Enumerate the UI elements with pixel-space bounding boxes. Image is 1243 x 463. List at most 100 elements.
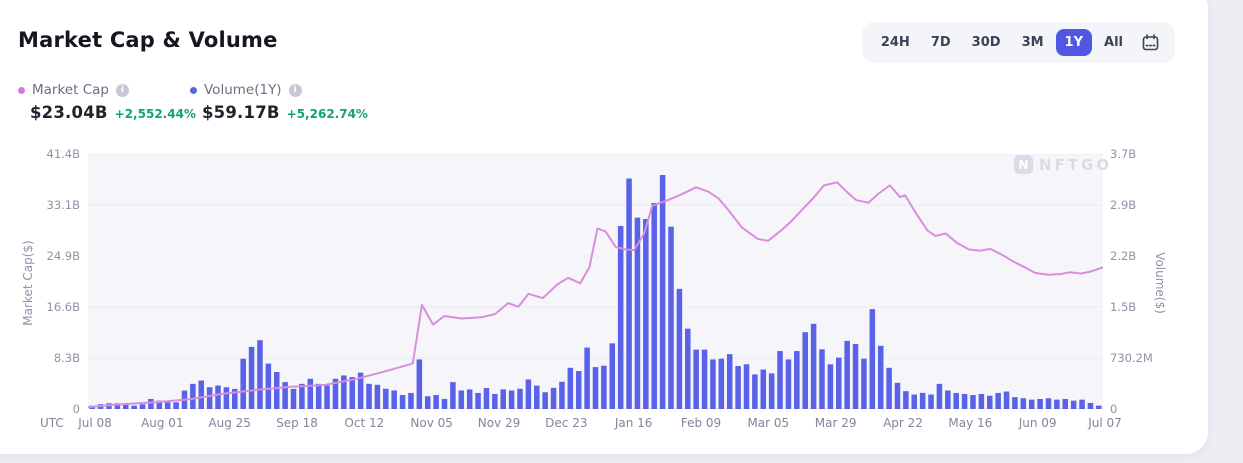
volume-bar[interactable] [265, 363, 272, 409]
volume-bar[interactable] [877, 345, 884, 409]
volume-bar[interactable] [735, 366, 741, 409]
volume-bar[interactable] [198, 380, 205, 410]
volume-bar[interactable] [223, 387, 230, 409]
volume-bar[interactable] [508, 390, 515, 409]
volume-bar[interactable] [248, 346, 255, 409]
volume-bar[interactable] [1070, 400, 1077, 409]
volume-bar[interactable] [701, 349, 708, 409]
volume-bar[interactable] [424, 396, 431, 409]
volume-bar[interactable] [836, 357, 842, 409]
chart-plot-area[interactable] [88, 154, 1103, 409]
volume-bar[interactable] [785, 359, 792, 409]
volume-label[interactable]: Volume(1Y) [204, 82, 282, 98]
volume-bar[interactable] [383, 388, 389, 409]
volume-bar[interactable] [341, 375, 347, 409]
volume-bar[interactable] [903, 391, 909, 409]
volume-bar[interactable] [408, 392, 414, 409]
volume-bar[interactable] [307, 378, 314, 409]
volume-bar[interactable] [273, 371, 280, 409]
volume-bar[interactable] [609, 343, 616, 409]
info-icon[interactable]: i [115, 83, 129, 97]
volume-bar[interactable] [349, 377, 356, 409]
volume-bar[interactable] [995, 392, 1001, 409]
volume-bar[interactable] [886, 367, 892, 409]
volume-bar[interactable] [206, 387, 213, 409]
volume-bar[interactable] [659, 175, 666, 409]
volume-bar[interactable] [601, 365, 607, 409]
volume-bar[interactable] [861, 358, 867, 409]
volume-bar[interactable] [114, 403, 121, 409]
volume-bar[interactable] [726, 354, 733, 409]
volume-bar[interactable] [492, 393, 498, 409]
volume-bar[interactable] [592, 367, 599, 409]
info-icon[interactable]: i [288, 83, 302, 97]
volume-bar[interactable] [936, 383, 943, 409]
range-button-all[interactable]: All [1095, 29, 1132, 56]
volume-bar[interactable] [768, 373, 775, 409]
volume-bar[interactable] [928, 394, 934, 409]
volume-bar[interactable] [559, 381, 565, 409]
range-button-7d[interactable]: 7D [922, 29, 960, 56]
volume-bar[interactable] [525, 379, 532, 409]
volume-bar[interactable] [617, 226, 624, 409]
volume-bar[interactable] [634, 217, 641, 409]
volume-bar[interactable] [1045, 398, 1052, 409]
volume-bar[interactable] [1003, 391, 1010, 409]
volume-bar[interactable] [970, 395, 976, 409]
volume-bar[interactable] [827, 364, 834, 409]
volume-bar[interactable] [550, 387, 557, 409]
volume-bar[interactable] [433, 395, 439, 409]
volume-bar[interactable] [852, 344, 859, 409]
volume-bar[interactable] [1020, 398, 1027, 409]
volume-bar[interactable] [190, 383, 196, 409]
volume-bar[interactable] [131, 405, 137, 409]
volume-bar[interactable] [257, 340, 263, 409]
volume-bar[interactable] [651, 202, 657, 409]
volume-bar[interactable] [794, 351, 800, 409]
range-button-24h[interactable]: 24H [872, 29, 919, 56]
volume-bar[interactable] [173, 402, 179, 409]
volume-bar[interactable] [483, 388, 490, 409]
volume-bar[interactable] [978, 393, 985, 409]
volume-bar[interactable] [953, 392, 959, 409]
volume-bar[interactable] [777, 351, 783, 409]
volume-bar[interactable] [315, 383, 322, 409]
volume-bar[interactable] [534, 385, 540, 409]
calendar-button[interactable] [1135, 30, 1165, 56]
volume-bar[interactable] [693, 349, 699, 409]
volume-bar[interactable] [676, 288, 683, 409]
volume-bar[interactable] [215, 385, 221, 409]
volume-bar[interactable] [718, 358, 725, 409]
volume-bar[interactable] [240, 358, 246, 409]
volume-bar[interactable] [760, 369, 767, 409]
volume-bar[interactable] [466, 389, 473, 409]
volume-bar[interactable] [945, 390, 951, 409]
volume-bar[interactable] [500, 389, 506, 409]
volume-bar[interactable] [869, 309, 876, 409]
volume-bar[interactable] [299, 383, 305, 409]
volume-bar[interactable] [357, 372, 364, 409]
market-cap-label[interactable]: Market Cap [32, 82, 109, 98]
volume-bar[interactable] [332, 378, 339, 409]
volume-bar[interactable] [290, 388, 297, 409]
volume-bar[interactable] [374, 384, 381, 409]
volume-bar[interactable] [156, 400, 163, 409]
volume-bar[interactable] [685, 328, 691, 409]
range-button-1y[interactable]: 1Y [1055, 29, 1093, 56]
volume-bar[interactable] [1054, 399, 1060, 409]
volume-bar[interactable] [1037, 398, 1043, 409]
volume-bar[interactable] [668, 226, 674, 409]
volume-bar[interactable] [584, 347, 590, 409]
volume-bar[interactable] [282, 382, 288, 409]
volume-bar[interactable] [1079, 399, 1085, 409]
volume-bar[interactable] [1087, 402, 1094, 409]
volume-bar[interactable] [844, 340, 850, 409]
volume-bar[interactable] [458, 390, 465, 409]
volume-bar[interactable] [743, 364, 750, 409]
volume-bar[interactable] [391, 390, 397, 409]
volume-bar[interactable] [324, 385, 330, 409]
volume-bar[interactable] [416, 359, 423, 409]
range-button-3m[interactable]: 3M [1013, 29, 1053, 56]
volume-bar[interactable] [441, 398, 448, 409]
volume-bar[interactable] [819, 349, 825, 409]
